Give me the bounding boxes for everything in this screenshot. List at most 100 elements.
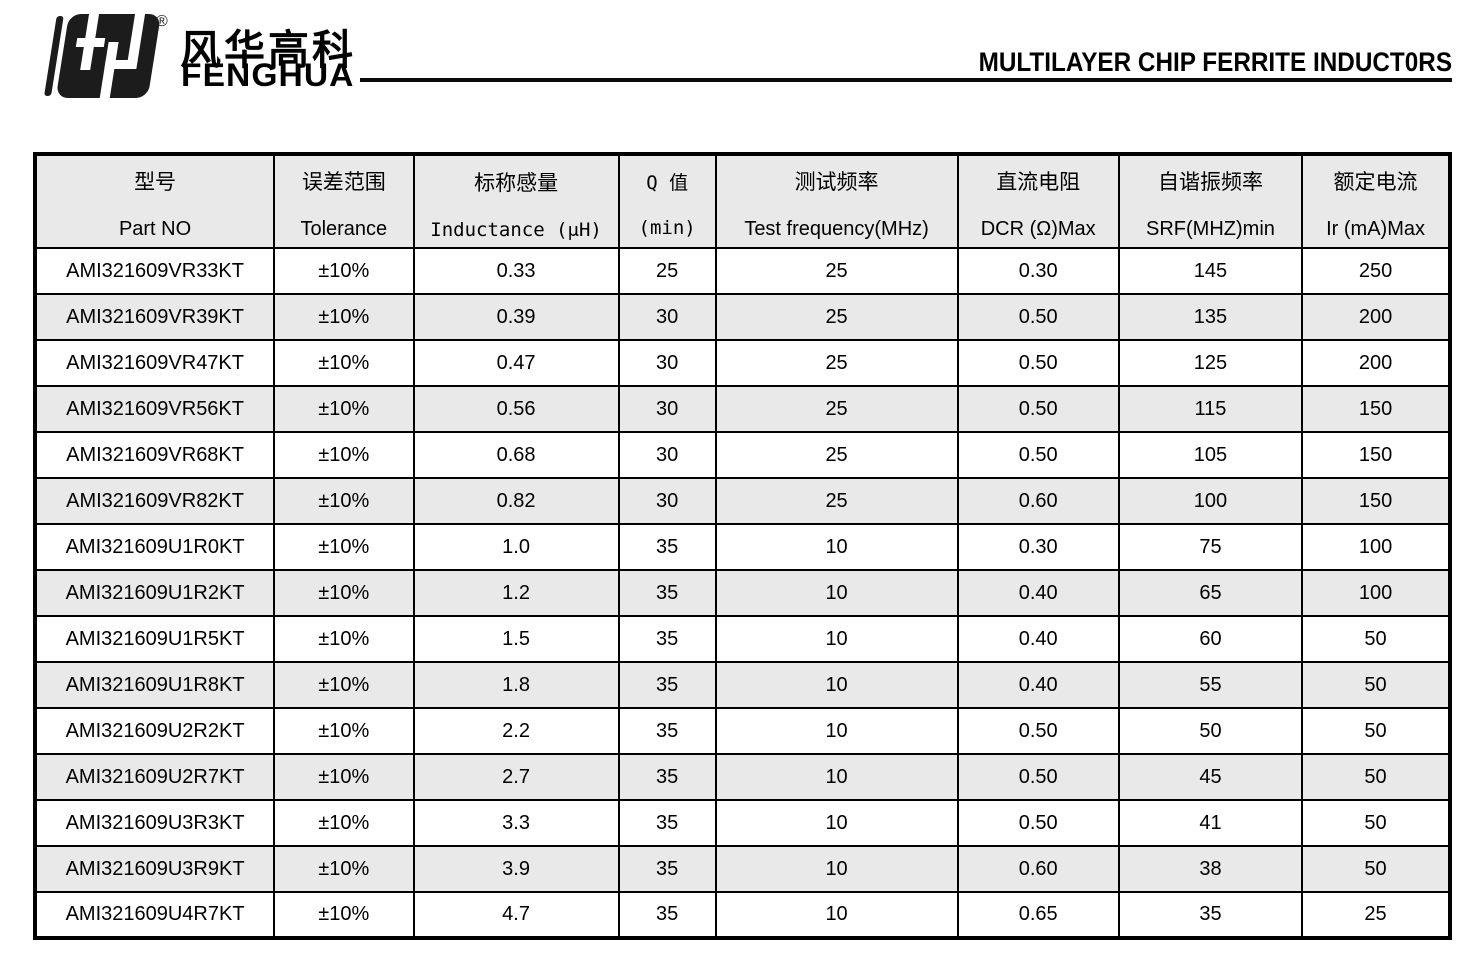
- cell-inductance: 2.7: [412, 753, 620, 801]
- cell-rated-current: 50: [1301, 799, 1451, 847]
- cell-q-min: 35: [617, 615, 717, 663]
- cell-test-frequency: 25: [714, 247, 959, 295]
- cell-test-frequency: 25: [714, 293, 959, 341]
- brand-name-en: FENGHUA: [181, 57, 355, 93]
- col-header-rated-current: 额定电流 Ir (mA)Max: [1301, 153, 1451, 249]
- cell-tolerance: ±10%: [273, 477, 415, 525]
- cell-tolerance: ±10%: [273, 523, 415, 571]
- cell-part-no: AMI321609U3R9KT: [33, 845, 276, 893]
- table-row: AMI321609U1R2KT ±10% 1.2 35 10 0.40 65 100: [33, 569, 1451, 617]
- cell-test-frequency: 10: [714, 753, 959, 801]
- table-row: AMI321609U2R7KT ±10% 2.7 35 10 0.50 45 50: [33, 753, 1451, 801]
- cell-dcr: 0.50: [956, 293, 1120, 341]
- table-row: AMI321609VR56KT ±10% 0.56 30 25 0.50 115 150: [33, 385, 1451, 433]
- cell-inductance: 2.2: [412, 707, 620, 755]
- cell-rated-current: 250: [1301, 247, 1451, 295]
- cell-part-no: AMI321609U3R3KT: [33, 799, 276, 847]
- col-header-zh: 测试频率: [794, 171, 879, 194]
- cell-inductance: 0.68: [412, 431, 620, 479]
- cell-q-min: 30: [617, 477, 717, 525]
- table-row: AMI321609VR82KT ±10% 0.82 30 25 0.60 100 150: [33, 477, 1451, 525]
- cell-tolerance: ±10%: [273, 845, 415, 893]
- cell-rated-current: 50: [1301, 753, 1451, 801]
- col-header-zh: 自谐振频率: [1157, 171, 1263, 194]
- cell-inductance: 0.56: [412, 385, 620, 433]
- cell-part-no: AMI321609VR82KT: [33, 477, 276, 525]
- cell-rated-current: 200: [1301, 293, 1451, 341]
- col-header-zh: Q 值: [646, 172, 689, 194]
- cell-test-frequency: 25: [714, 385, 959, 433]
- table-row: AMI321609U3R3KT ±10% 3.3 35 10 0.50 41 50: [33, 799, 1451, 847]
- cell-rated-current: 150: [1301, 431, 1451, 479]
- brand-name-zh: 风华高科: [180, 27, 356, 73]
- table-row: AMI321609U1R0KT ±10% 1.0 35 10 0.30 75 100: [33, 523, 1451, 571]
- cell-tolerance: ±10%: [273, 247, 415, 295]
- col-header-en: Inductance (μH): [430, 218, 602, 241]
- table-row: AMI321609U2R2KT ±10% 2.2 35 10 0.50 50 50: [33, 707, 1451, 755]
- cell-q-min: 30: [617, 293, 717, 341]
- cell-srf: 105: [1117, 431, 1304, 479]
- cell-q-min: 30: [617, 339, 717, 387]
- cell-tolerance: ±10%: [273, 753, 415, 801]
- cell-part-no: AMI321609VR39KT: [33, 293, 276, 341]
- cell-part-no: AMI321609VR68KT: [33, 431, 276, 479]
- cell-test-frequency: 25: [714, 477, 959, 525]
- cell-tolerance: ±10%: [273, 615, 415, 663]
- cell-inductance: 4.7: [412, 891, 620, 939]
- cell-part-no: AMI321609U1R5KT: [33, 615, 276, 663]
- cell-srf: 35: [1117, 891, 1304, 939]
- cell-srf: 41: [1117, 799, 1304, 847]
- cell-dcr: 0.40: [956, 661, 1120, 709]
- cell-srf: 50: [1117, 707, 1304, 755]
- cell-part-no: AMI321609U1R2KT: [33, 569, 276, 617]
- cell-q-min: 35: [617, 661, 717, 709]
- cell-rated-current: 50: [1301, 707, 1451, 755]
- page-title: MULTILAYER CHIP FERRITE INDUCT0RS: [978, 47, 1452, 77]
- cell-inductance: 1.8: [412, 661, 620, 709]
- col-header-tolerance: 误差范围 Tolerance: [273, 153, 415, 249]
- cell-tolerance: ±10%: [273, 385, 415, 433]
- cell-srf: 75: [1117, 523, 1304, 571]
- table-row: AMI321609VR33KT ±10% 0.33 25 25 0.30 145 250: [33, 247, 1451, 295]
- cell-q-min: 35: [617, 753, 717, 801]
- col-header-zh: 误差范围: [301, 171, 386, 194]
- cell-rated-current: 50: [1301, 615, 1451, 663]
- col-header-zh: 标称感量: [474, 171, 559, 195]
- cell-part-no: AMI321609U2R2KT: [33, 707, 276, 755]
- cell-srf: 145: [1117, 247, 1304, 295]
- cell-q-min: 35: [617, 707, 717, 755]
- cell-dcr: 0.30: [956, 523, 1120, 571]
- cell-test-frequency: 10: [714, 799, 959, 847]
- cell-test-frequency: 10: [714, 845, 959, 893]
- cell-tolerance: ±10%: [273, 707, 415, 755]
- cell-dcr: 0.50: [956, 799, 1120, 847]
- col-header-part-no: 型号 Part NO: [33, 153, 276, 249]
- fenghua-logo-icon: ®: [44, 13, 168, 98]
- cell-dcr: 0.60: [956, 477, 1120, 525]
- cell-inductance: 3.9: [412, 845, 620, 893]
- cell-srf: 65: [1117, 569, 1304, 617]
- cell-dcr: 0.50: [956, 431, 1120, 479]
- table-row: AMI321609U1R5KT ±10% 1.5 35 10 0.40 60 50: [33, 615, 1451, 663]
- cell-part-no: AMI321609VR47KT: [33, 339, 276, 387]
- cell-tolerance: ±10%: [273, 661, 415, 709]
- cell-tolerance: ±10%: [273, 339, 415, 387]
- cell-dcr: 0.50: [956, 385, 1120, 433]
- cell-test-frequency: 25: [714, 339, 959, 387]
- cell-tolerance: ±10%: [273, 891, 415, 939]
- cell-test-frequency: 10: [714, 891, 959, 939]
- cell-tolerance: ±10%: [273, 431, 415, 479]
- cell-dcr: 0.65: [956, 891, 1120, 939]
- cell-dcr: 0.30: [956, 247, 1120, 295]
- cell-tolerance: ±10%: [273, 293, 415, 341]
- col-header-en: SRF(MHZ)min: [1146, 218, 1275, 240]
- cell-rated-current: 200: [1301, 339, 1451, 387]
- cell-test-frequency: 10: [714, 523, 959, 571]
- header-divider: [360, 78, 1452, 82]
- col-header-en: Ir (mA)Max: [1326, 218, 1425, 240]
- cell-test-frequency: 10: [714, 569, 959, 617]
- col-header-en: DCR (Ω)Max: [980, 218, 1096, 240]
- cell-inductance: 3.3: [412, 799, 620, 847]
- cell-q-min: 35: [617, 569, 717, 617]
